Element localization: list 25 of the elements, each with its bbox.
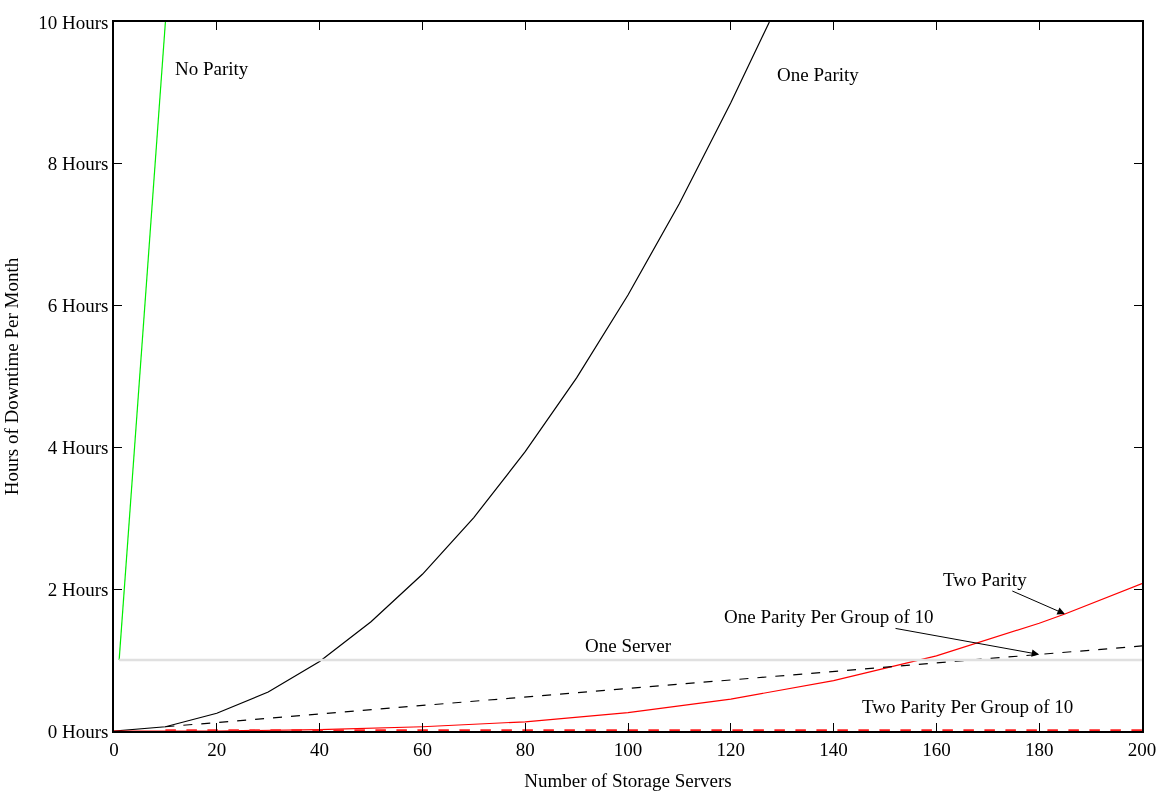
x-tick-label: 120 xyxy=(716,738,746,760)
series-label: Two Parity Per Group of 10 xyxy=(862,696,1074,717)
series-label: One Server xyxy=(585,635,672,656)
y-tick-label: 10 Hours xyxy=(38,11,109,33)
x-tick-label: 180 xyxy=(1024,738,1054,760)
x-tick-label: 80 xyxy=(515,738,535,760)
y-tick-label: 2 Hours xyxy=(47,578,109,600)
x-tick-label: 0 xyxy=(109,738,119,760)
series-label: No Parity xyxy=(175,58,249,79)
y-tick-label: 4 Hours xyxy=(47,437,109,459)
y-axis-title: Hours of Downtime Per Month xyxy=(0,257,22,496)
series-label: Two Parity xyxy=(943,569,1028,590)
x-tick-label: 140 xyxy=(819,738,848,760)
x-tick-label: 160 xyxy=(922,738,951,760)
series-label: One Parity Per Group of 10 xyxy=(724,606,934,627)
y-tick-label: 0 Hours xyxy=(47,720,109,742)
y-tick-label: 6 Hours xyxy=(47,295,109,317)
x-axis-title: Number of Storage Servers xyxy=(524,769,732,791)
x-tick-label: 40 xyxy=(310,738,330,760)
x-tick-label: 100 xyxy=(613,738,643,760)
series-label: One Parity xyxy=(777,64,860,85)
x-tick-label: 200 xyxy=(1127,738,1157,760)
x-tick-label: 20 xyxy=(207,738,227,760)
y-tick-label: 8 Hours xyxy=(47,153,109,175)
x-tick-label: 60 xyxy=(412,738,432,760)
